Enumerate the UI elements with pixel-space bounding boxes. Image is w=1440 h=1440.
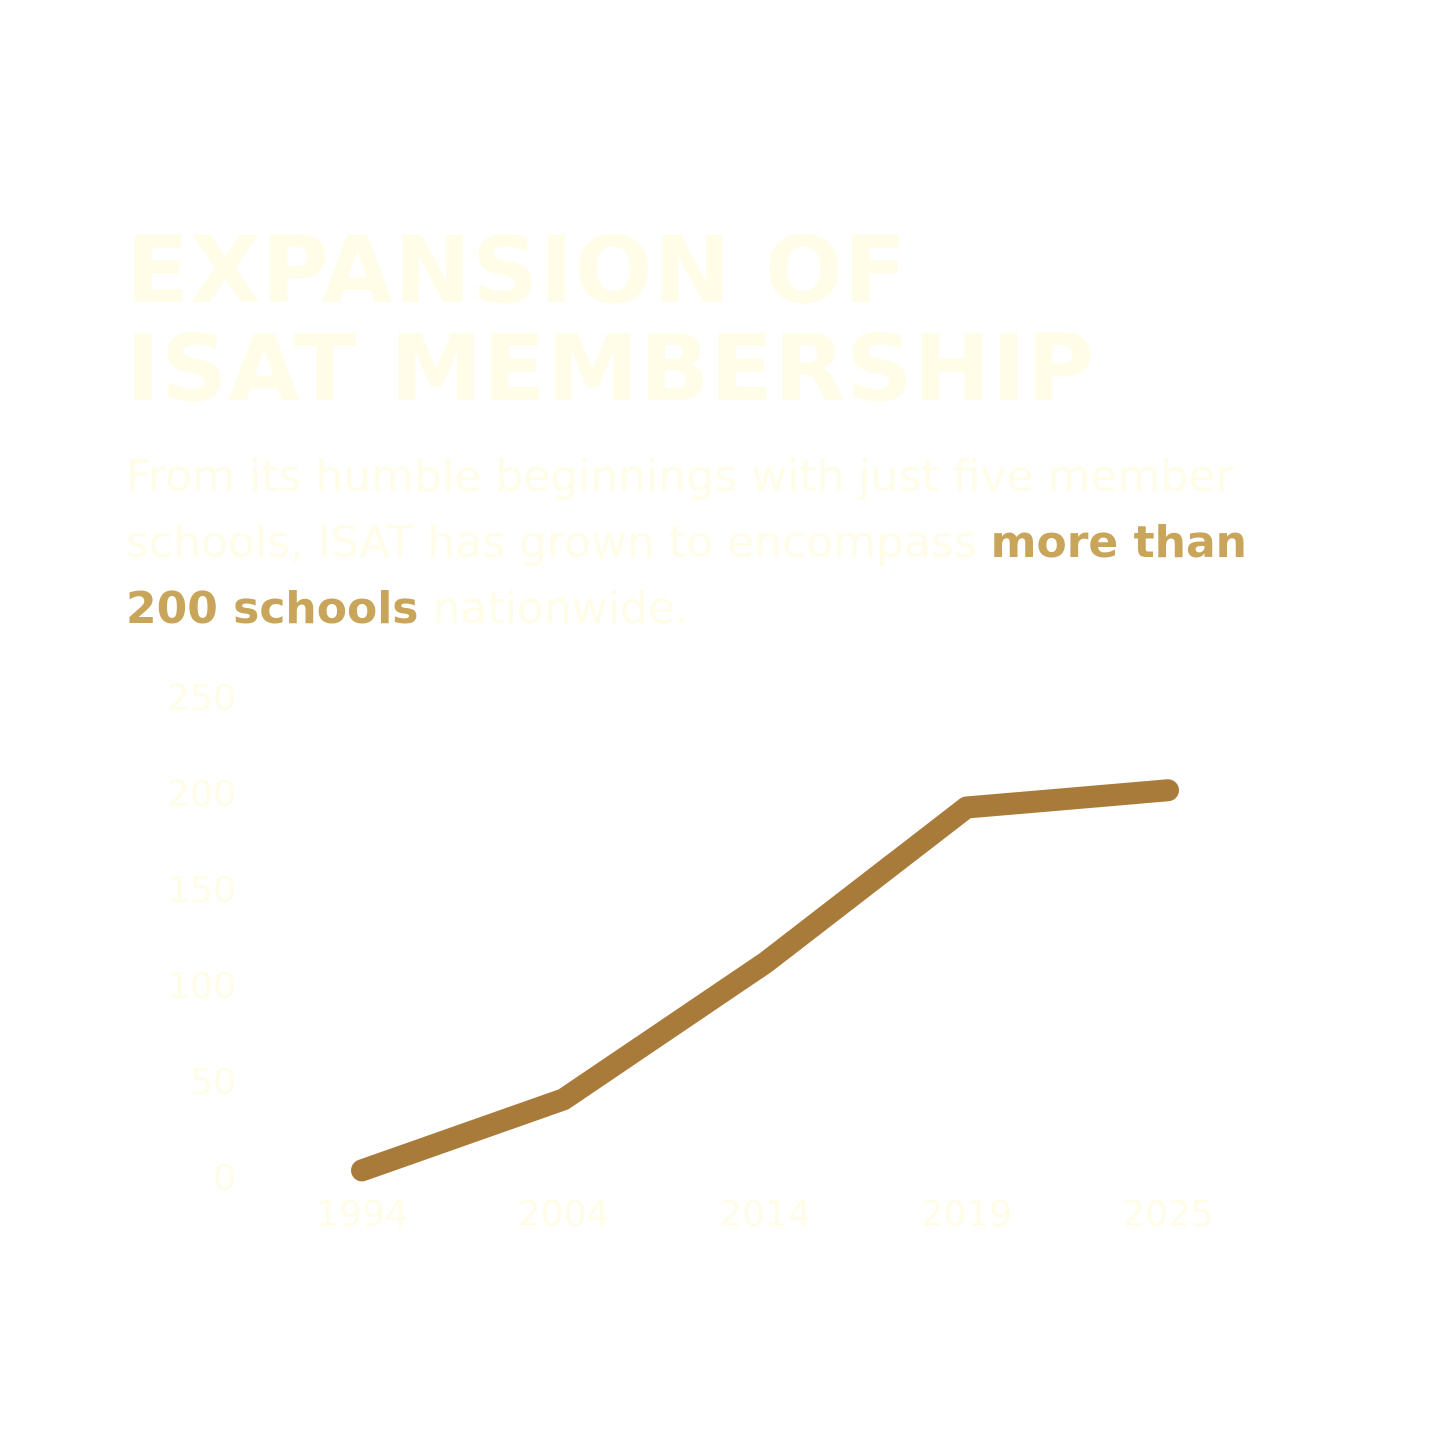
y-tick-label: 50	[190, 1062, 236, 1103]
subtitle-text: nationwide.	[432, 583, 689, 634]
chart-title: EXPANSION OF ISAT MEMBERSHIP	[126, 222, 1095, 418]
subtitle-text: From its humble beginnings with just fiv…	[126, 451, 1234, 568]
x-tick-label: 2004	[518, 1194, 610, 1235]
x-tick-label: 2019	[921, 1194, 1013, 1235]
x-tick-label: 2014	[719, 1194, 811, 1235]
highlight-text: more than 200 schools	[126, 517, 1247, 634]
y-tick-label: 0	[213, 1158, 236, 1199]
x-tick-label: 1994	[316, 1194, 408, 1235]
x-tick-label: 2025	[1122, 1194, 1214, 1235]
y-tick-label: 100	[167, 966, 236, 1007]
y-tick-label: 200	[167, 774, 236, 815]
title-line: EXPANSION OF	[126, 217, 908, 324]
title-line: ISAT MEMBERSHIP	[126, 315, 1096, 422]
data-line	[351, 779, 1179, 1182]
y-tick-label: 250	[167, 678, 236, 719]
subtitle: From its humble beginnings with just fiv…	[126, 444, 1316, 642]
y-tick-label: 150	[167, 870, 236, 911]
